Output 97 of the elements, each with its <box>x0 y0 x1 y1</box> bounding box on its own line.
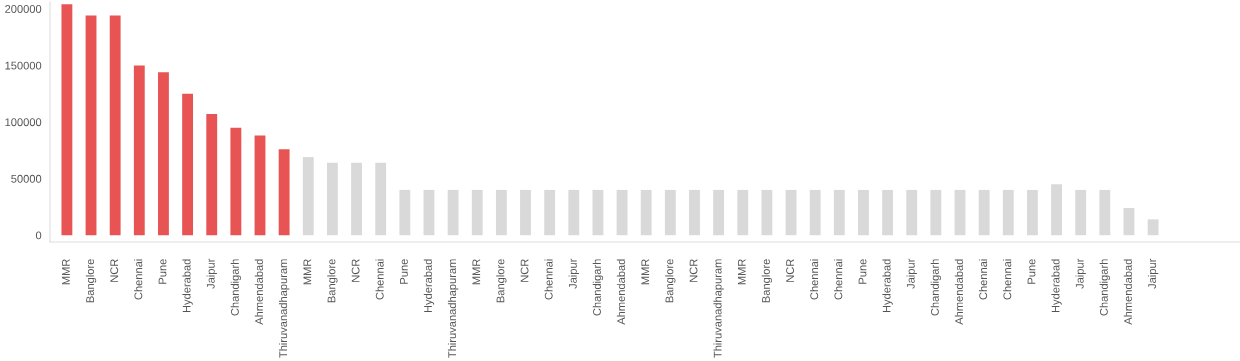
x-tick-label: Ahmendabad <box>254 259 263 325</box>
x-tick-label: Thiruvanadhapuram <box>447 259 459 358</box>
x-tick-label: NCR <box>110 259 119 282</box>
x-tick-label: Chandigarh <box>930 259 942 316</box>
bar <box>568 189 580 236</box>
bar <box>471 189 483 236</box>
y-tick-label: 0 <box>35 231 42 240</box>
x-tick-label: Thiruvanadhapuram <box>713 259 724 358</box>
x-tick-label: Ahmendabad <box>616 259 626 325</box>
bar <box>906 189 918 236</box>
x-tick-label: Jaipur <box>906 258 917 289</box>
y-tick-label: 100000 <box>5 118 42 127</box>
y-tick-label: 200000 <box>5 5 42 13</box>
x-tick-label: Chandigarh <box>592 259 604 316</box>
x-tick-label: Chennai <box>544 259 553 300</box>
bar <box>882 189 894 236</box>
bar <box>592 189 604 236</box>
bar <box>182 93 194 236</box>
bar <box>809 189 821 236</box>
x-tick-label: Jaipur <box>1075 258 1086 289</box>
x-tick-label: Hyderabad <box>882 259 893 313</box>
x-tick-label: Ahmendabad <box>1123 259 1132 325</box>
bar <box>61 4 73 236</box>
bar <box>1002 189 1014 236</box>
bar <box>713 189 725 236</box>
x-tick-label: Thiruvanadhapuram <box>278 259 290 358</box>
x-tick-label: Pune <box>400 259 408 284</box>
x-tick-label: MMR <box>472 259 481 285</box>
bar <box>302 157 314 236</box>
x-tick-label: MMR <box>737 259 746 285</box>
bar <box>616 189 628 236</box>
x-tick-label: Ahmendabad <box>954 259 963 325</box>
x-tick-label: Hyderabad <box>423 259 435 313</box>
bar <box>785 189 797 236</box>
bar <box>858 189 869 236</box>
bar <box>158 72 169 236</box>
bar <box>544 189 556 236</box>
x-tick-label: MMR <box>62 259 70 285</box>
x-tick-label: MMR <box>303 259 312 285</box>
x-tick-label: Chandigarh <box>1099 259 1111 316</box>
x-tick-label: Jaipur <box>206 258 217 289</box>
bar <box>133 65 145 236</box>
bar <box>399 189 411 236</box>
bar <box>978 189 990 236</box>
bar <box>1026 189 1038 236</box>
x-tick-label: Chennai <box>1003 259 1012 300</box>
x-tick-label: Chandigarh <box>230 259 242 316</box>
bar <box>954 189 966 236</box>
bar <box>664 189 676 236</box>
bar <box>109 15 121 236</box>
y-tick-label: 50000 <box>11 174 42 183</box>
bar <box>206 114 218 236</box>
x-tick-label: NCR <box>520 259 529 282</box>
bar <box>1051 184 1062 236</box>
bar <box>640 189 652 236</box>
x-tick-label: NCR <box>786 259 795 282</box>
x-tick-label: Banglore <box>85 259 97 303</box>
bar <box>447 189 459 236</box>
x-tick-label: Chennai <box>134 259 143 300</box>
x-tick-label: Pune <box>858 259 867 284</box>
x-tick-label: Hyderabad <box>182 259 193 313</box>
bar <box>326 162 338 236</box>
bar <box>761 189 773 236</box>
bar <box>85 15 97 236</box>
x-tick-label: Chennai <box>809 259 819 300</box>
x-tick-label: NCR <box>351 259 360 282</box>
bar <box>230 127 242 236</box>
bar <box>278 149 290 236</box>
x-tick-label: MMR <box>641 259 650 285</box>
bar <box>1099 189 1111 236</box>
x-tick-label: Chennai <box>978 259 988 300</box>
x-tick-label: Jaipur <box>1147 258 1159 289</box>
bar <box>1075 189 1087 236</box>
bar <box>689 189 700 236</box>
y-tick-label: 150000 <box>5 61 42 70</box>
bar <box>520 189 531 236</box>
x-tick-label: NCR <box>689 259 698 282</box>
bar <box>1147 219 1159 236</box>
bar <box>375 162 387 236</box>
bar <box>1123 208 1135 236</box>
x-tick-label: Pune <box>1027 259 1036 284</box>
bar <box>495 189 507 236</box>
x-tick-label: Banglore <box>327 259 338 303</box>
x-tick-label: Banglore <box>665 259 676 303</box>
x-tick-label: Pune <box>158 259 167 284</box>
x-tick-label: Banglore <box>496 259 507 303</box>
bar <box>254 135 266 236</box>
x-tick-label: Hyderabad <box>1051 259 1062 313</box>
x-tick-label: Chennai <box>375 259 384 300</box>
bar <box>423 189 435 236</box>
bar <box>737 189 749 236</box>
bar <box>351 162 362 236</box>
x-tick-label: Jaipur <box>568 258 579 289</box>
x-tick-label: Banglore <box>761 259 773 303</box>
bar <box>833 189 845 236</box>
x-tick-label: Chennai <box>834 259 843 300</box>
bar <box>930 189 942 236</box>
